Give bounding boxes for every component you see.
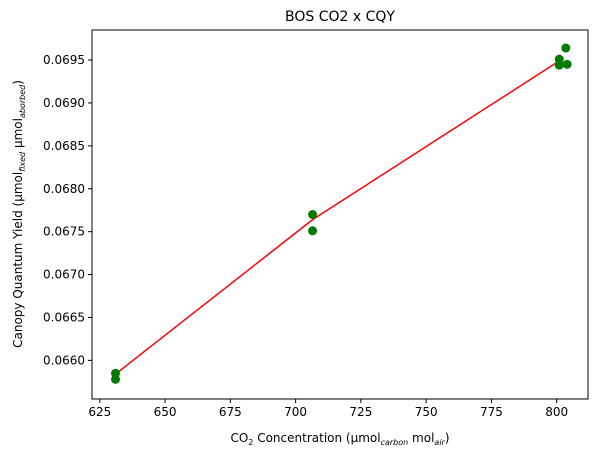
y-label-sub1: fixed xyxy=(18,151,27,172)
x-tick-label: 775 xyxy=(480,405,503,419)
x-tick-label: 675 xyxy=(219,405,242,419)
x-tick-label: 750 xyxy=(415,405,438,419)
fit-line-layer xyxy=(115,57,564,375)
y-label-suffix: ) xyxy=(11,80,25,85)
x-label-mid2: mol xyxy=(408,431,434,445)
y-tick-label: 0.0690 xyxy=(43,96,85,110)
data-point xyxy=(561,43,571,53)
x-label-sub1: 2 xyxy=(248,438,253,447)
y-label-sub2: aborbed xyxy=(18,84,27,118)
x-tick-label: 650 xyxy=(154,405,177,419)
x-label-sub2: carbon xyxy=(381,438,409,447)
y-label-prefix: Canopy Quantum Yield (μmol xyxy=(11,172,25,348)
x-tick-label: 625 xyxy=(88,405,111,419)
x-axis: 625 650 675 700 725 750 775 800 xyxy=(88,399,568,419)
chart-title: BOS CO2 x CQY xyxy=(285,9,395,25)
fit-line xyxy=(115,57,564,375)
y-tick-label: 0.0665 xyxy=(43,310,85,324)
y-axis: 0.0660 0.0665 0.0670 0.0675 0.0680 0.0685 0.06… xyxy=(43,53,92,367)
x-tick-label: 800 xyxy=(545,405,568,419)
y-tick-label: 0.0685 xyxy=(43,139,85,153)
y-tick-label: 0.0660 xyxy=(43,353,85,367)
data-point xyxy=(110,374,120,384)
data-point xyxy=(554,60,564,70)
x-tick-label: 725 xyxy=(349,405,372,419)
plot-frame xyxy=(91,29,589,400)
y-tick-label: 0.0670 xyxy=(43,268,85,282)
x-axis-label: CO2 Concentration (μmolcarbon molair) xyxy=(230,431,449,447)
x-label-sub3: air xyxy=(434,438,445,447)
y-tick-label: 0.0695 xyxy=(43,53,85,67)
data-point xyxy=(308,226,318,236)
y-tick-label: 0.0675 xyxy=(43,225,85,239)
points-layer xyxy=(110,43,572,384)
x-tick-label: 700 xyxy=(284,405,307,419)
y-tick-label: 0.0680 xyxy=(43,182,85,196)
y-axis-label: Canopy Quantum Yield (μmolfixed μmolabor… xyxy=(11,80,27,348)
x-label-suffix: ) xyxy=(445,431,450,445)
data-point xyxy=(308,210,318,219)
x-label-mid: Concentration (μmol xyxy=(253,431,380,445)
y-label-mid: μmol xyxy=(11,118,25,152)
data-point xyxy=(562,59,572,69)
x-label-prefix: CO xyxy=(230,431,248,445)
